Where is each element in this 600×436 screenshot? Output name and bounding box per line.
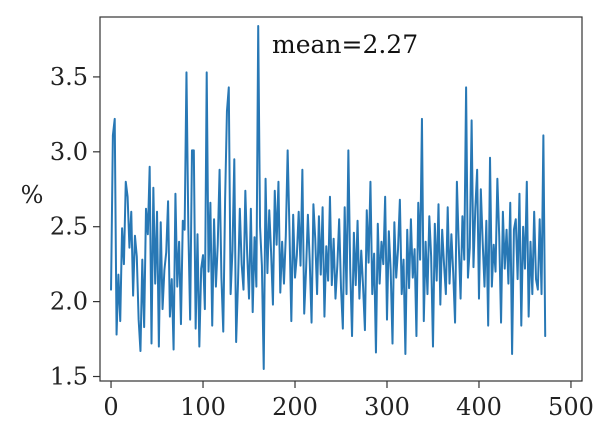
x-tick-label: 100 [180, 393, 226, 421]
y-tick-label: 3.0 [50, 138, 88, 166]
x-tick-label: 0 [103, 393, 118, 421]
y-tick-label: 2.5 [50, 213, 88, 241]
x-tick-label: 300 [364, 393, 410, 421]
mean-annotation: mean=2.27 [272, 30, 418, 59]
y-axis: 1.5 2.0 2.5 3.0 3.5 [50, 63, 100, 391]
y-axis-label: % [21, 181, 44, 209]
x-axis: 0 100 200 300 400 500 [103, 381, 594, 421]
series-line [110, 24, 547, 371]
y-tick-label: 2.0 [50, 288, 88, 316]
x-tick-label: 500 [548, 393, 594, 421]
x-tick-label: 200 [272, 393, 318, 421]
y-tick-label: 3.5 [50, 63, 88, 91]
plot-frame [99, 16, 583, 382]
y-tick-label: 1.5 [50, 363, 88, 391]
x-tick-label: 400 [456, 393, 502, 421]
